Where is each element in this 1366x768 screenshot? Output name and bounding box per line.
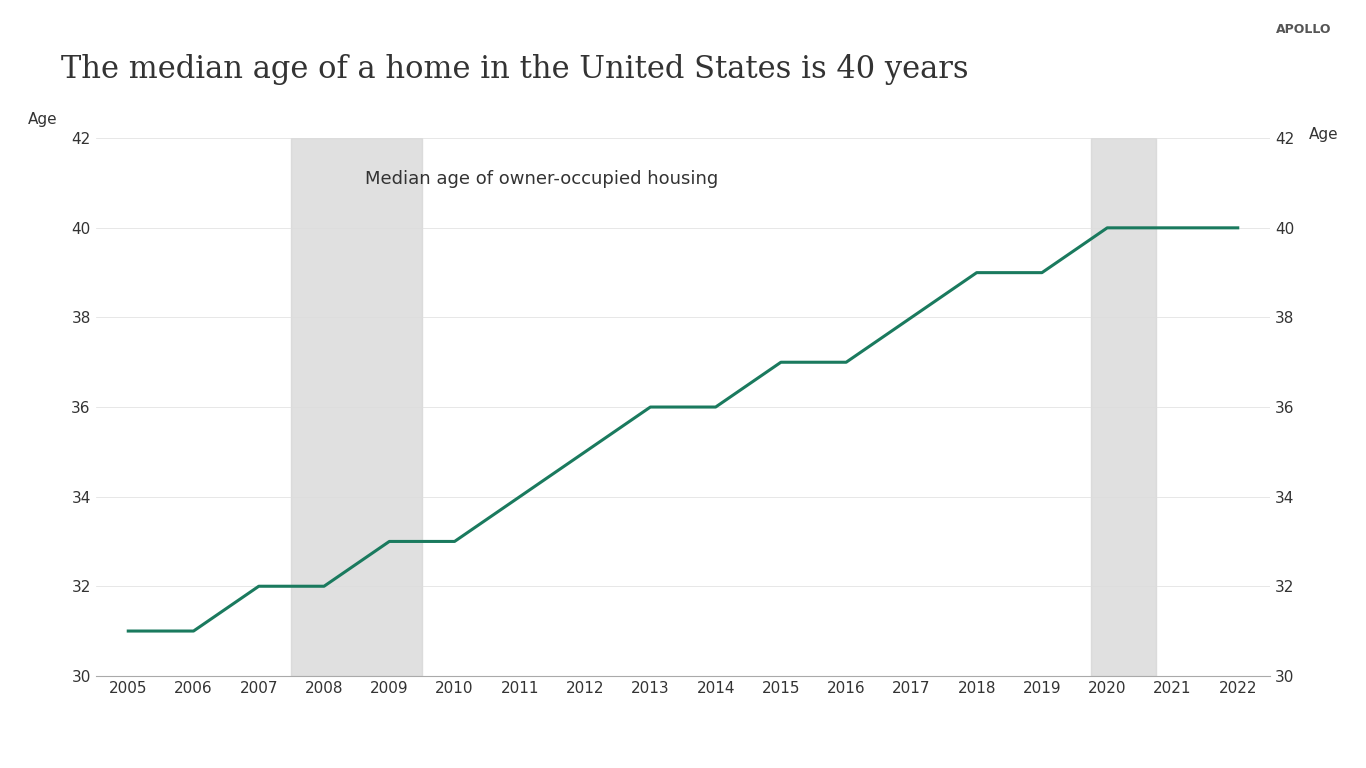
- Text: The median age of a home in the United States is 40 years: The median age of a home in the United S…: [61, 54, 968, 84]
- Bar: [291, 138, 422, 676]
- Y-axis label: Age: Age: [1309, 127, 1339, 143]
- Text: Median age of owner-occupied housing: Median age of owner-occupied housing: [365, 170, 719, 188]
- Text: APOLLO: APOLLO: [1276, 23, 1332, 36]
- Y-axis label: Age: Age: [27, 112, 57, 127]
- Bar: [1091, 138, 1156, 676]
